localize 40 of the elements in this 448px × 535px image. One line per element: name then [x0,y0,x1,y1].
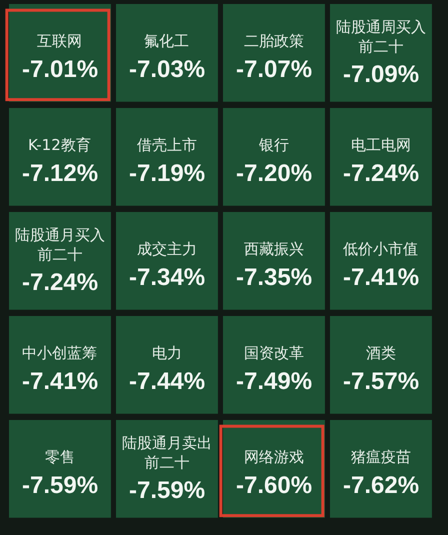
data-label: -7.24% [22,269,98,296]
data-label: -7.41% [343,264,420,291]
category-label: 酒类 [366,344,396,362]
data-label: -7.01% [22,56,98,83]
category-label: 零售 [45,448,75,466]
category-label: 国资改革 [244,344,304,362]
category-label: 二胎政策 [244,32,304,50]
category-label: 银行 [258,136,289,154]
category-label: 互联网 [37,32,82,50]
data-label: -7.35% [236,264,312,291]
data-label: -7.07% [236,56,312,83]
category-label: 中小创蓝筹 [22,344,97,362]
data-label: -7.24% [343,160,420,187]
category-label: 陆股通周买入前二十 [336,18,426,56]
category-label: 网络游戏 [244,448,304,466]
data-label: -7.44% [129,368,206,395]
data-label: -7.62% [343,472,420,499]
category-label: 电工电网 [351,136,411,154]
category-label: K-12教育 [28,136,91,154]
data-label: -7.20% [236,160,312,187]
data-label: -7.19% [129,160,206,187]
category-label: 电力 [152,344,182,362]
data-label: -7.12% [22,160,98,187]
category-label: 西藏振兴 [244,240,304,258]
data-label: -7.03% [129,56,206,83]
data-label: -7.60% [236,472,312,499]
category-label: 成交主力 [137,240,197,258]
category-label: 陆股通月买入前二十 [15,226,105,264]
data-label: -7.34% [129,264,206,291]
category-label: 陆股通月卖出前二十 [122,434,212,472]
category-label: 借壳上市 [137,136,197,154]
category-label: 氟化工 [144,32,189,50]
data-label: -7.49% [236,368,312,395]
data-label: -7.59% [129,477,206,504]
data-label: -7.59% [22,472,98,499]
category-label: 猪瘟疫苗 [351,448,411,466]
data-label: -7.41% [22,368,98,395]
category-label: 低价小市值 [343,240,418,258]
data-label: -7.57% [343,368,420,395]
data-label: -7.09% [343,61,420,88]
